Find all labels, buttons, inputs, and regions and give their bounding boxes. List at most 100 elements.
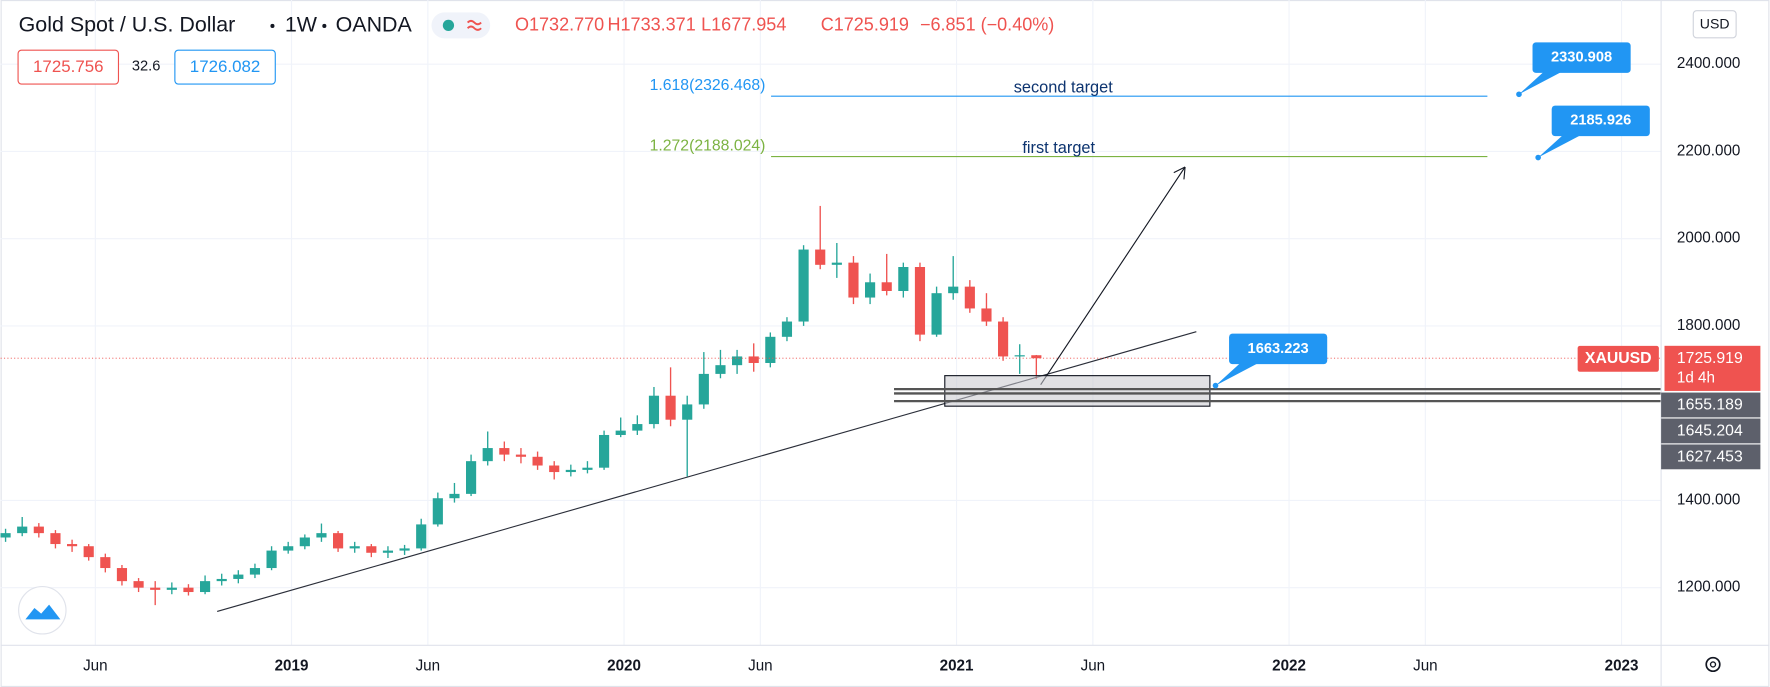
candle-body [1014, 355, 1025, 357]
bid-box[interactable] [17, 49, 120, 85]
candle-body [50, 533, 61, 545]
x-tick-label: 2023 [1605, 658, 1639, 675]
candle-body [599, 434, 610, 468]
candle-body [732, 356, 743, 366]
candle-body [682, 404, 693, 420]
candle-body [399, 548, 410, 551]
candle-body [333, 533, 344, 549]
delay-icon [466, 19, 482, 31]
logo[interactable] [18, 586, 67, 635]
candle-body [299, 537, 310, 547]
candle-body [83, 546, 94, 558]
callout-label: 2185.926 [1570, 113, 1631, 129]
candle-body [33, 526, 44, 534]
candle-body [249, 568, 261, 575]
candle-body [532, 456, 543, 466]
ohlc-change: −6.851 (−0.40%) [920, 15, 1054, 35]
candle-body [283, 546, 294, 551]
callout-pointer [1538, 134, 1582, 158]
x-tick-label: Jun [416, 658, 441, 675]
callout-box [1229, 333, 1328, 365]
first-target: first target [1022, 139, 1095, 157]
x-tick-label: Jun [748, 658, 773, 675]
second-target: second target [1014, 79, 1113, 97]
candle-body [931, 293, 942, 335]
level-label-box [1661, 418, 1761, 444]
symbol-tag: XAUUSD [1585, 350, 1652, 367]
candle-body [515, 454, 527, 457]
callout-box [1532, 42, 1631, 73]
candle-body [632, 424, 643, 431]
ohlc-high: H1733.371 [607, 15, 695, 35]
candle-body [715, 365, 726, 374]
currency-box[interactable] [1692, 10, 1737, 39]
candle-body [449, 493, 460, 499]
candle-body [100, 557, 111, 569]
candle-body [898, 267, 909, 292]
candle-body [582, 467, 593, 470]
x-tick-label: 2022 [1272, 658, 1306, 675]
ohlc-low: L1677.954 [701, 15, 786, 35]
y-tick-label: 2400.000 [1677, 55, 1740, 72]
y-tick-label: 1400.000 [1677, 491, 1740, 508]
x-tick-label: 2020 [607, 658, 641, 675]
callout-anchor [1212, 382, 1219, 389]
y-tick-label: 2000.000 [1677, 230, 1740, 247]
candle-body [183, 587, 194, 593]
exchange: OANDA [336, 13, 413, 37]
callout-label: 2330.908 [1551, 49, 1612, 65]
candle-body [748, 356, 759, 363]
candle-body [133, 581, 144, 588]
candle-body [382, 550, 394, 553]
candle-body [150, 587, 161, 590]
ask-box[interactable] [174, 49, 276, 85]
candle-body [216, 578, 227, 582]
y-tick-label: 1800.000 [1677, 317, 1740, 334]
candle-body [815, 249, 826, 265]
ask-price: 1726.082 [190, 57, 261, 76]
fib-label: 1.272(2188.024) [650, 138, 766, 155]
x-tick-label: 2021 [940, 658, 974, 675]
currency: USD [1700, 16, 1730, 32]
separator [322, 23, 327, 28]
candle-body [466, 461, 477, 494]
x-tick-label: Jun [83, 658, 108, 675]
axes: 1200.000 1400.000 1800.000 2000.000 2200.000… [83, 55, 1761, 675]
candle-body [981, 308, 992, 322]
callout-anchor [1535, 154, 1541, 161]
arrow-head [1173, 166, 1186, 180]
status-pill[interactable] [431, 12, 491, 39]
candle-body [848, 262, 859, 298]
candle-body [865, 282, 876, 298]
candle-body [998, 321, 1009, 357]
candle-body [565, 469, 576, 473]
candle-body [366, 546, 377, 553]
interval: 1W [285, 13, 318, 37]
candle-body [914, 267, 926, 335]
candle-body [615, 430, 626, 435]
candle-body [200, 581, 211, 593]
overlay: 1.618(2326.468) second target 1.272(2188.0… [0, 42, 1662, 407]
x-tick-label: 2019 [275, 658, 309, 675]
candle-body [316, 533, 327, 538]
spread: 32.6 [132, 58, 161, 74]
candle-body [549, 465, 560, 473]
candle-body [831, 262, 842, 265]
level-label-box [1661, 444, 1761, 470]
callout-box [1551, 105, 1650, 137]
candle-body [482, 448, 493, 462]
level-label: 1645.204 [1677, 423, 1743, 440]
candle-body [798, 249, 809, 322]
settings-icon-core [1709, 661, 1717, 668]
candle-body [0, 533, 11, 538]
last-price-label: 1725.919 [1677, 350, 1743, 367]
candle-body [349, 546, 360, 549]
candle-body [166, 587, 177, 590]
settings-icon[interactable] [1705, 656, 1721, 673]
candle-body [499, 448, 510, 455]
candle-body [698, 373, 709, 405]
y-tick-label: 2200.000 [1677, 142, 1740, 159]
